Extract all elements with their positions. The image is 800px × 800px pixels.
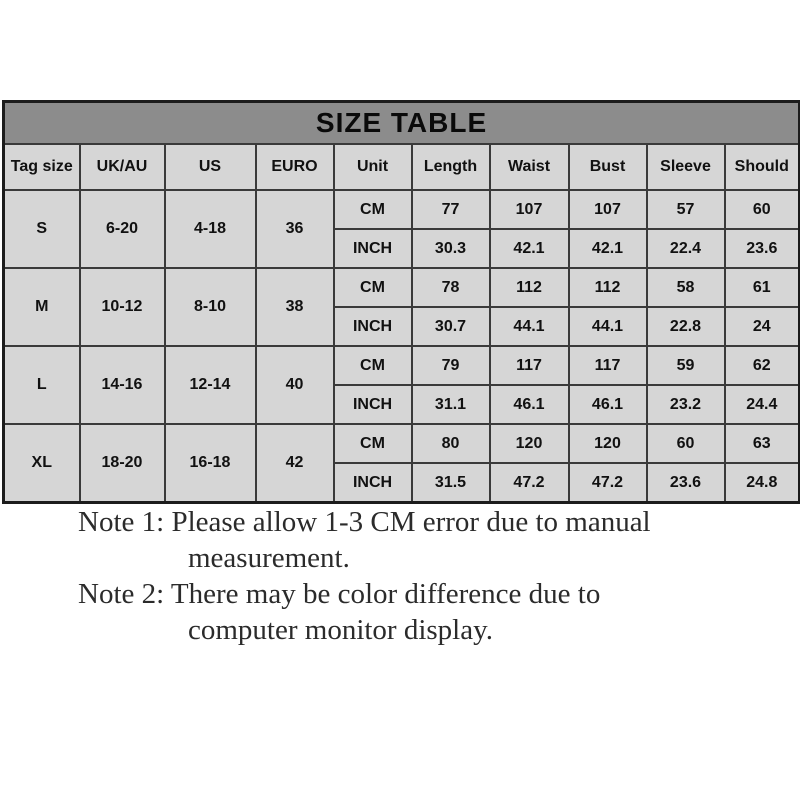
length-cell: 31.5 [410,462,491,504]
note-1-label: Note 1: [78,506,165,538]
sleeve-cell: 22.8 [645,306,726,347]
waist-cell: 112 [488,267,570,308]
bust-cell: 112 [567,267,648,308]
unit-cell: CM [332,423,413,464]
waist-cell: 46.1 [488,384,570,425]
unit-cell: CM [332,189,413,230]
sleeve-cell: 57 [645,189,726,230]
col-header-length: Length [410,143,491,191]
bust-cell: 42.1 [567,228,648,269]
length-cell: 77 [410,189,491,230]
note-2-text-continued: computer monitor display. [188,614,493,646]
length-cell: 78 [410,267,491,308]
note-2: Note 2: There may be color difference du… [78,576,778,648]
table-row-xl-cm: XL 18-20 16-18 42 CM 80 120 120 60 63 [2,423,800,504]
uk-au-cell: 6-20 [78,189,166,269]
notes-block: Note 1: Please allow 1-3 CM error due to… [78,504,778,648]
length-cell: 30.7 [410,306,491,347]
table-row-xl-inch: INCH 31.5 47.2 47.2 23.6 24.8 [4,462,800,504]
uk-au-cell: 14-16 [78,345,166,425]
size-tag-cell: L [2,345,81,425]
note-1-text: Please allow 1-3 CM error due to manual [171,506,651,538]
length-cell: 80 [410,423,491,464]
length-cell: 30.3 [410,228,491,269]
sleeve-cell: 22.4 [645,228,726,269]
sleeve-cell: 60 [645,423,726,464]
note-1: Note 1: Please allow 1-3 CM error due to… [78,504,778,576]
unit-cell: INCH [332,228,413,269]
should-cell: 23.6 [723,228,800,269]
size-tag-cell: XL [2,423,81,504]
should-cell: 24 [723,306,800,347]
euro-cell: 36 [254,189,335,269]
bust-cell: 44.1 [567,306,648,347]
us-cell: 4-18 [163,189,257,269]
sleeve-cell: 59 [645,345,726,386]
sleeve-cell: 23.6 [645,462,726,504]
size-tag-cell: S [2,189,81,269]
waist-cell: 44.1 [488,306,570,347]
should-cell: 61 [723,267,800,308]
bust-cell: 117 [567,345,648,386]
should-cell: 24.8 [723,462,800,504]
waist-cell: 107 [488,189,570,230]
waist-cell: 47.2 [488,462,570,504]
should-cell: 63 [723,423,800,464]
size-table: SIZE TABLE Tag size UK/AU US EURO Unit L… [2,100,800,504]
size-table-title: SIZE TABLE [2,100,800,145]
should-cell: 62 [723,345,800,386]
length-cell: 79 [410,345,491,386]
bust-cell: 107 [567,189,648,230]
bust-cell: 120 [567,423,648,464]
unit-cell: CM [332,345,413,386]
col-header-waist: Waist [488,143,570,191]
col-header-euro: EURO [254,143,335,191]
sleeve-cell: 23.2 [645,384,726,425]
note-1-text-continued: measurement. [188,542,350,574]
us-cell: 8-10 [163,267,257,347]
unit-cell: INCH [332,306,413,347]
euro-cell: 40 [254,345,335,425]
waist-cell: 117 [488,345,570,386]
unit-cell: INCH [332,384,413,425]
col-header-sleeve: Sleeve [645,143,726,191]
col-header-tag-size: Tag size [2,143,81,191]
uk-au-cell: 10-12 [78,267,166,347]
us-cell: 16-18 [163,423,257,504]
table-row-l-cm: L 14-16 12-14 40 CM 79 117 117 59 62 [2,345,800,425]
uk-au-cell: 18-20 [78,423,166,504]
unit-cell: CM [332,267,413,308]
table-row-s-cm: S 6-20 4-18 36 CM 77 107 107 57 60 [2,189,800,269]
waist-cell: 120 [488,423,570,464]
col-header-should: Should [723,143,800,191]
note-2-label: Note 2: [78,578,165,610]
waist-cell: 42.1 [488,228,570,269]
us-cell: 12-14 [163,345,257,425]
size-tag-cell: M [2,267,81,347]
table-row-m-inch: INCH 30.7 44.1 44.1 22.8 24 [4,306,800,347]
col-header-unit: Unit [332,143,413,191]
should-cell: 60 [723,189,800,230]
table-row-l-inch: INCH 31.1 46.1 46.1 23.2 24.4 [4,384,800,425]
table-row-m-cm: M 10-12 8-10 38 CM 78 112 112 58 61 [2,267,800,347]
col-header-us: US [163,143,257,191]
unit-cell: INCH [332,462,413,504]
col-header-bust: Bust [567,143,648,191]
sleeve-cell: 58 [645,267,726,308]
euro-cell: 38 [254,267,335,347]
bust-cell: 47.2 [567,462,648,504]
euro-cell: 42 [254,423,335,504]
header-row: Tag size UK/AU US EURO Unit Length Waist… [2,143,800,191]
table-row-s-inch: INCH 30.3 42.1 42.1 22.4 23.6 [4,228,800,269]
bust-cell: 46.1 [567,384,648,425]
col-header-uk-au: UK/AU [78,143,166,191]
should-cell: 24.4 [723,384,800,425]
note-2-text: There may be color difference due to [170,578,601,610]
length-cell: 31.1 [410,384,491,425]
